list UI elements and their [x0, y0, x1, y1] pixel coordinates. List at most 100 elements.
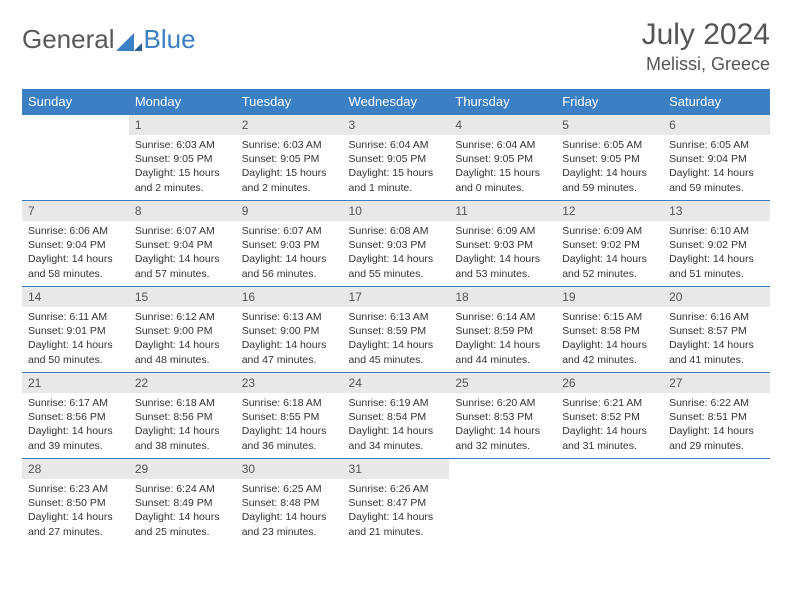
- day-detail-line: Sunset: 9:02 PM: [562, 238, 657, 252]
- day-detail-line: Daylight: 14 hours: [135, 424, 230, 438]
- day-detail-line: Sunrise: 6:03 AM: [135, 138, 230, 152]
- day-detail-line: Daylight: 14 hours: [242, 252, 337, 266]
- day-detail-line: Daylight: 15 hours: [455, 166, 550, 180]
- calendar-day-cell: 6Sunrise: 6:05 AMSunset: 9:04 PMDaylight…: [663, 115, 770, 201]
- day-detail-line: Daylight: 14 hours: [455, 252, 550, 266]
- day-detail-line: Daylight: 14 hours: [349, 338, 444, 352]
- day-detail-line: Sunrise: 6:04 AM: [455, 138, 550, 152]
- day-detail-line: and 2 minutes.: [242, 181, 337, 195]
- calendar-week-row: 1Sunrise: 6:03 AMSunset: 9:05 PMDaylight…: [22, 115, 770, 201]
- day-details: Sunrise: 6:24 AMSunset: 8:49 PMDaylight:…: [129, 479, 236, 543]
- day-detail-line: Sunrise: 6:11 AM: [28, 310, 123, 324]
- day-detail-line: and 57 minutes.: [135, 267, 230, 281]
- day-detail-line: Sunset: 8:57 PM: [669, 324, 764, 338]
- day-detail-line: and 47 minutes.: [242, 353, 337, 367]
- day-details: Sunrise: 6:20 AMSunset: 8:53 PMDaylight:…: [449, 393, 556, 457]
- day-number: 16: [236, 287, 343, 307]
- calendar-day-cell: 15Sunrise: 6:12 AMSunset: 9:00 PMDayligh…: [129, 287, 236, 373]
- day-detail-line: Sunset: 9:05 PM: [135, 152, 230, 166]
- day-detail-line: Sunrise: 6:18 AM: [135, 396, 230, 410]
- day-detail-line: Daylight: 14 hours: [349, 424, 444, 438]
- day-detail-line: Daylight: 14 hours: [28, 510, 123, 524]
- day-detail-line: Daylight: 14 hours: [669, 424, 764, 438]
- day-detail-line: Sunrise: 6:04 AM: [349, 138, 444, 152]
- day-detail-line: Daylight: 14 hours: [562, 166, 657, 180]
- day-details: Sunrise: 6:05 AMSunset: 9:04 PMDaylight:…: [663, 135, 770, 199]
- day-detail-line: and 55 minutes.: [349, 267, 444, 281]
- title-block: July 2024 Melissi, Greece: [642, 18, 770, 75]
- day-details: Sunrise: 6:18 AMSunset: 8:55 PMDaylight:…: [236, 393, 343, 457]
- day-detail-line: Sunset: 9:04 PM: [28, 238, 123, 252]
- calendar-body: 1Sunrise: 6:03 AMSunset: 9:05 PMDaylight…: [22, 115, 770, 545]
- calendar-day-cell: 3Sunrise: 6:04 AMSunset: 9:05 PMDaylight…: [343, 115, 450, 201]
- day-number: 9: [236, 201, 343, 221]
- day-details: Sunrise: 6:19 AMSunset: 8:54 PMDaylight:…: [343, 393, 450, 457]
- day-number: 19: [556, 287, 663, 307]
- day-detail-line: Sunrise: 6:20 AM: [455, 396, 550, 410]
- day-detail-line: and 56 minutes.: [242, 267, 337, 281]
- day-detail-line: Sunset: 8:52 PM: [562, 410, 657, 424]
- day-detail-line: Sunrise: 6:13 AM: [242, 310, 337, 324]
- day-number: 6: [663, 115, 770, 135]
- day-details: Sunrise: 6:09 AMSunset: 9:02 PMDaylight:…: [556, 221, 663, 285]
- day-details: Sunrise: 6:22 AMSunset: 8:51 PMDaylight:…: [663, 393, 770, 457]
- day-detail-line: and 48 minutes.: [135, 353, 230, 367]
- day-detail-line: and 29 minutes.: [669, 439, 764, 453]
- day-detail-line: Sunrise: 6:09 AM: [455, 224, 550, 238]
- day-details: Sunrise: 6:08 AMSunset: 9:03 PMDaylight:…: [343, 221, 450, 285]
- day-number: 12: [556, 201, 663, 221]
- day-detail-line: Sunrise: 6:03 AM: [242, 138, 337, 152]
- day-number: 28: [22, 459, 129, 479]
- day-detail-line: Sunset: 8:56 PM: [28, 410, 123, 424]
- calendar-day-cell: 20Sunrise: 6:16 AMSunset: 8:57 PMDayligh…: [663, 287, 770, 373]
- day-number: 8: [129, 201, 236, 221]
- day-number: 21: [22, 373, 129, 393]
- day-detail-line: and 25 minutes.: [135, 525, 230, 539]
- logo: General Blue: [22, 18, 196, 55]
- day-details: Sunrise: 6:04 AMSunset: 9:05 PMDaylight:…: [449, 135, 556, 199]
- day-details: Sunrise: 6:05 AMSunset: 9:05 PMDaylight:…: [556, 135, 663, 199]
- day-number: 25: [449, 373, 556, 393]
- day-detail-line: Sunrise: 6:07 AM: [135, 224, 230, 238]
- day-detail-line: Sunset: 9:02 PM: [669, 238, 764, 252]
- day-details: Sunrise: 6:12 AMSunset: 9:00 PMDaylight:…: [129, 307, 236, 371]
- calendar-day-cell: [663, 459, 770, 545]
- day-detail-line: Sunrise: 6:05 AM: [562, 138, 657, 152]
- day-number: 20: [663, 287, 770, 307]
- calendar-day-cell: 31Sunrise: 6:26 AMSunset: 8:47 PMDayligh…: [343, 459, 450, 545]
- day-number: 11: [449, 201, 556, 221]
- calendar-day-cell: 5Sunrise: 6:05 AMSunset: 9:05 PMDaylight…: [556, 115, 663, 201]
- day-detail-line: Daylight: 14 hours: [135, 510, 230, 524]
- calendar-week-row: 21Sunrise: 6:17 AMSunset: 8:56 PMDayligh…: [22, 373, 770, 459]
- calendar-day-cell: 4Sunrise: 6:04 AMSunset: 9:05 PMDaylight…: [449, 115, 556, 201]
- weekday-header: Monday: [129, 89, 236, 115]
- calendar-day-cell: 23Sunrise: 6:18 AMSunset: 8:55 PMDayligh…: [236, 373, 343, 459]
- day-detail-line: Daylight: 14 hours: [28, 424, 123, 438]
- day-details: Sunrise: 6:15 AMSunset: 8:58 PMDaylight:…: [556, 307, 663, 371]
- day-details: Sunrise: 6:21 AMSunset: 8:52 PMDaylight:…: [556, 393, 663, 457]
- weekday-header: Tuesday: [236, 89, 343, 115]
- day-number: 15: [129, 287, 236, 307]
- calendar-day-cell: 7Sunrise: 6:06 AMSunset: 9:04 PMDaylight…: [22, 201, 129, 287]
- month-title: July 2024: [642, 18, 770, 52]
- calendar-day-cell: 18Sunrise: 6:14 AMSunset: 8:59 PMDayligh…: [449, 287, 556, 373]
- calendar-day-cell: 16Sunrise: 6:13 AMSunset: 9:00 PMDayligh…: [236, 287, 343, 373]
- calendar-day-cell: 11Sunrise: 6:09 AMSunset: 9:03 PMDayligh…: [449, 201, 556, 287]
- calendar-day-cell: 10Sunrise: 6:08 AMSunset: 9:03 PMDayligh…: [343, 201, 450, 287]
- day-detail-line: and 42 minutes.: [562, 353, 657, 367]
- day-detail-line: Daylight: 14 hours: [242, 424, 337, 438]
- calendar-day-cell: 8Sunrise: 6:07 AMSunset: 9:04 PMDaylight…: [129, 201, 236, 287]
- day-detail-line: Daylight: 14 hours: [562, 252, 657, 266]
- day-detail-line: Sunrise: 6:18 AM: [242, 396, 337, 410]
- day-detail-line: Sunset: 9:01 PM: [28, 324, 123, 338]
- day-details: Sunrise: 6:11 AMSunset: 9:01 PMDaylight:…: [22, 307, 129, 371]
- day-detail-line: and 1 minute.: [349, 181, 444, 195]
- day-number: 30: [236, 459, 343, 479]
- day-detail-line: and 44 minutes.: [455, 353, 550, 367]
- day-detail-line: Sunset: 8:54 PM: [349, 410, 444, 424]
- day-number: 14: [22, 287, 129, 307]
- day-detail-line: and 50 minutes.: [28, 353, 123, 367]
- day-detail-line: Sunrise: 6:14 AM: [455, 310, 550, 324]
- day-details: Sunrise: 6:16 AMSunset: 8:57 PMDaylight:…: [663, 307, 770, 371]
- day-detail-line: Sunrise: 6:25 AM: [242, 482, 337, 496]
